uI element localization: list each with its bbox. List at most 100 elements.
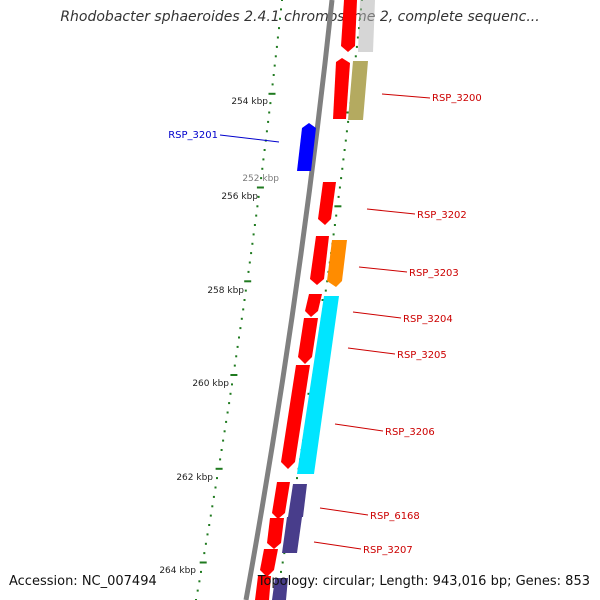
gene-arrow-red-3204[interactable] — [305, 294, 322, 317]
label-rsp-3206[interactable]: RSP_3206 — [385, 427, 435, 438]
inner-track-minor-tick — [223, 430, 226, 433]
inner-track-minor-tick — [268, 111, 271, 114]
inner-track-minor-tick — [216, 477, 218, 480]
label-rsp-3203[interactable]: RSP_3203 — [409, 268, 459, 279]
gene-arrow-red-3202[interactable] — [318, 182, 336, 225]
inner-track-minor-tick — [260, 177, 263, 180]
outer-track-minor-tick — [280, 570, 282, 573]
outer-track-minor-tick — [342, 158, 345, 161]
label-rsp-6168[interactable]: RSP_6168 — [370, 511, 420, 522]
scale-label-260: 260 kbp — [192, 379, 229, 389]
inner-track-minor-tick — [211, 505, 214, 508]
inner-track-minor-tick — [239, 327, 242, 330]
gene-arrow-red-3205[interactable] — [298, 318, 318, 364]
inner-track-minor-tick — [251, 242, 254, 245]
accession-text: Accession: NC_007494 — [9, 574, 157, 589]
label-leader-lines — [219, 93, 431, 550]
inner-track-minor-tick — [235, 355, 238, 358]
inner-track-minor-tick — [275, 45, 278, 48]
inner-track-minor-tick — [280, 8, 282, 11]
gene-arrow-purple-bottom[interactable] — [272, 578, 288, 600]
inner-track-major-tick — [244, 280, 252, 283]
inner-track-minor-tick — [220, 449, 223, 451]
gene-arrow-red-6168[interactable] — [272, 482, 290, 519]
gene-features — [255, 0, 375, 600]
inner-track-minor-tick — [269, 102, 272, 105]
inner-track-minor-tick — [243, 299, 246, 301]
feature-labels: RSP_3200 RSP_3201 RSP_3202 RSP_3203 RSP_… — [168, 93, 482, 556]
gene-arrow-red-top[interactable] — [341, 0, 357, 52]
leader-3202 — [366, 208, 416, 215]
leader-3201 — [219, 134, 280, 143]
inner-track-minor-tick — [236, 345, 239, 348]
inner-track-minor-tick — [238, 336, 240, 339]
outer-track-minor-tick — [356, 36, 359, 39]
scale-label-254: 254 kbp — [231, 97, 268, 107]
inner-track-minor-tick — [198, 580, 201, 583]
outer-track-minor-tick — [341, 167, 344, 170]
gene-arrow-olive-3200[interactable] — [348, 61, 368, 120]
outer-track-minor-tick — [283, 552, 286, 555]
outer-track-minor-tick — [281, 561, 284, 564]
outer-track-minor-tick — [343, 149, 346, 151]
outer-track-minor-tick — [338, 186, 341, 189]
gene-arrow-blue-3201[interactable] — [297, 123, 316, 171]
leader-3200 — [381, 93, 431, 99]
gene-arrow-red-3207b[interactable] — [260, 549, 278, 577]
inner-track-minor-tick — [196, 589, 199, 592]
gene-arrow-purple-6168[interactable] — [288, 484, 307, 517]
inner-tick-track — [195, 0, 283, 600]
inner-track-minor-tick — [214, 486, 217, 489]
inner-track-minor-tick — [279, 17, 281, 20]
inner-track-minor-tick — [228, 402, 231, 405]
inner-track-minor-tick — [267, 120, 270, 123]
outer-track-minor-tick — [355, 45, 358, 48]
inner-track-minor-tick — [255, 214, 258, 217]
inner-track-minor-tick — [256, 205, 259, 208]
label-rsp-3201[interactable]: RSP_3201 — [168, 130, 218, 141]
gene-arrow-red-3203a[interactable] — [310, 236, 329, 285]
gene-arrow-orange-3203[interactable] — [327, 240, 347, 287]
inner-track-minor-tick — [273, 64, 276, 67]
inner-track-minor-tick — [206, 533, 209, 536]
inner-track-minor-tick — [209, 514, 212, 517]
inner-track-minor-tick — [208, 524, 211, 526]
gene-arrow-grey[interactable] — [358, 0, 375, 52]
leader-3205 — [347, 347, 396, 355]
inner-track-major-tick — [230, 374, 238, 376]
label-rsp-3204[interactable]: RSP_3204 — [403, 314, 453, 325]
inner-track-major-tick — [215, 467, 223, 470]
outer-track-minor-tick — [335, 214, 338, 217]
gene-arrow-red-3206[interactable] — [281, 365, 310, 469]
scale-label-252: 252 kbp — [242, 174, 279, 184]
inner-track-minor-tick — [212, 495, 215, 498]
gene-arrow-red-3200[interactable] — [333, 58, 350, 119]
inner-track-minor-tick — [244, 289, 247, 292]
inner-track-minor-tick — [219, 458, 222, 461]
label-rsp-3202[interactable]: RSP_3202 — [417, 210, 467, 221]
inner-track-minor-tick — [229, 392, 232, 395]
inner-track-major-tick — [268, 92, 276, 95]
outer-track-minor-tick — [296, 477, 298, 480]
outer-track-minor-tick — [344, 139, 347, 142]
scale-label-256: 256 kbp — [221, 192, 258, 202]
label-rsp-3200[interactable]: RSP_3200 — [432, 93, 482, 104]
outer-track-minor-tick — [326, 280, 329, 283]
gene-arrow-red-3207a[interactable] — [267, 518, 284, 549]
outer-track-minor-tick — [345, 130, 348, 133]
inner-track-minor-tick — [278, 27, 280, 30]
label-rsp-3205[interactable]: RSP_3205 — [397, 350, 447, 361]
gene-arrow-cyan-3206[interactable] — [297, 296, 339, 474]
label-rsp-3207[interactable]: RSP_3207 — [363, 545, 413, 556]
gene-arrow-purple-3207[interactable] — [282, 517, 302, 553]
outer-track-major-tick — [334, 205, 342, 208]
gene-arrow-red-bottom[interactable] — [255, 576, 271, 600]
inner-track-minor-tick — [253, 224, 256, 226]
leader-3204 — [352, 311, 402, 319]
scale-label-264: 264 kbp — [159, 566, 196, 576]
outer-track-minor-tick — [332, 233, 335, 236]
scale-label-262: 262 kbp — [176, 473, 213, 483]
inner-track-minor-tick — [261, 167, 264, 170]
inner-track-minor-tick — [233, 364, 236, 367]
